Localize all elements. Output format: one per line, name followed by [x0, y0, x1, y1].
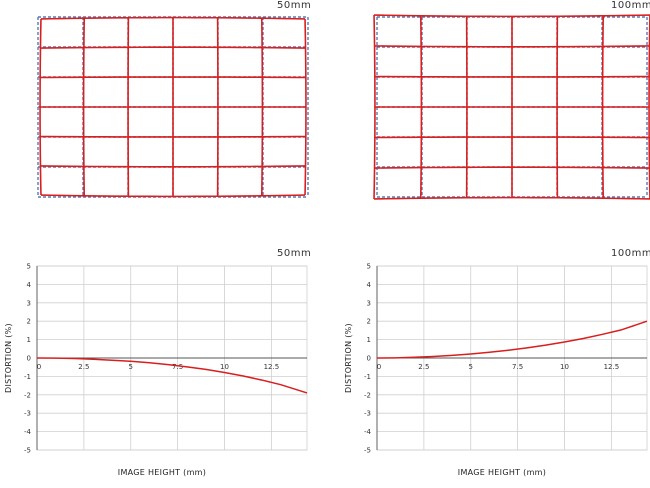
- y-tick-label: -1: [364, 373, 371, 381]
- y-axis-title: DISTORTION (%): [4, 323, 13, 393]
- x-tick-label: 0: [377, 363, 381, 371]
- x-tick-label: 12.5: [604, 363, 620, 371]
- y-tick-label: -3: [364, 410, 371, 418]
- distorted-grid-hline: [375, 46, 650, 47]
- x-tick-label: 2.5: [418, 363, 429, 371]
- x-axis-title: IMAGE HEIGHT (mm): [458, 468, 546, 477]
- y-tick-label: 1: [27, 336, 31, 344]
- y-tick-label: 2: [27, 318, 31, 326]
- y-tick-label: 0: [27, 355, 31, 363]
- y-tick-label: -2: [24, 391, 31, 399]
- y-tick-label: 4: [367, 281, 372, 289]
- distortion-grid-50mm: [33, 12, 313, 202]
- y-tick-label: -5: [364, 447, 371, 455]
- y-tick-label: -4: [364, 428, 372, 436]
- x-axis-title: IMAGE HEIGHT (mm): [118, 468, 206, 477]
- distorted-grid: [40, 18, 306, 197]
- x-tick-label: 0: [37, 363, 41, 371]
- distorted-grid: [374, 15, 650, 199]
- grid-panel-label-100mm: 100mm: [611, 0, 650, 11]
- x-tick-label: 10: [560, 363, 569, 371]
- x-tick-label: 7.5: [512, 363, 523, 371]
- x-tick-label: 2.5: [78, 363, 89, 371]
- distorted-grid-hline: [375, 167, 650, 168]
- distorted-grid-vline: [374, 15, 375, 199]
- y-tick-label: 1: [367, 336, 371, 344]
- y-axis-title: DISTORTION (%): [344, 323, 353, 393]
- y-tick-label: 0: [367, 355, 371, 363]
- x-tick-label: 7.5: [172, 363, 183, 371]
- y-tick-label: -3: [24, 410, 31, 418]
- y-tick-label: -5: [24, 447, 31, 455]
- y-tick-label: 3: [367, 299, 371, 307]
- y-tick-label: -1: [24, 373, 31, 381]
- y-tick-label: 5: [27, 263, 31, 271]
- distorted-grid-hline: [40, 47, 305, 48]
- distortion-grid-100mm: [372, 12, 650, 202]
- distorted-grid-hline: [374, 198, 650, 199]
- x-tick-label: 10: [220, 363, 229, 371]
- y-tick-label: 5: [367, 263, 371, 271]
- y-tick-label: 2: [367, 318, 371, 326]
- grid-panel-label-50mm: 50mm: [277, 0, 311, 11]
- x-tick-label: 5: [469, 363, 473, 371]
- distorted-grid-hline: [40, 166, 305, 167]
- distorted-grid-hline: [374, 15, 650, 16]
- y-tick-label: 3: [27, 299, 31, 307]
- y-tick-label: -4: [24, 428, 32, 436]
- y-tick-label: 4: [27, 281, 32, 289]
- x-tick-label: 12.5: [264, 363, 280, 371]
- x-tick-label: 5: [129, 363, 133, 371]
- y-tick-label: -2: [364, 391, 371, 399]
